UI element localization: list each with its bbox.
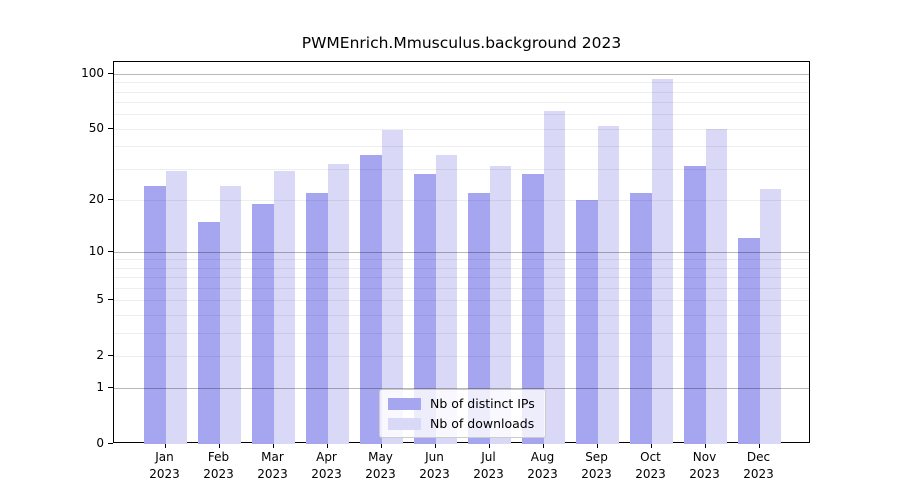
x-tick-oct [650, 443, 652, 448]
bar-distinct-ips-may [360, 154, 382, 444]
y-tick-100 [108, 73, 113, 75]
bar-distinct-ips-jun [414, 174, 436, 444]
legend-label-distinct-ips: Nb of distinct IPs [430, 396, 535, 411]
x-tick-dec [758, 443, 760, 448]
bar-distinct-ips-sep [576, 199, 598, 444]
legend-swatch-distinct-ips [388, 397, 421, 410]
bar-downloads-oct [651, 78, 673, 444]
x-tick-aug [542, 443, 544, 448]
y-tick-10 [108, 250, 113, 252]
x-tick-label-sep: Sep 2023 [581, 450, 612, 481]
bar-downloads-dec [759, 189, 781, 444]
x-tick-label-feb: Feb 2023 [203, 450, 234, 481]
legend-label-downloads: Nb of downloads [430, 416, 535, 431]
y-tick-20 [108, 198, 113, 200]
y-tick-label-20: 20 [88, 191, 104, 206]
x-tick-mar [272, 443, 274, 448]
x-tick-label-may: May 2023 [365, 450, 396, 481]
legend: Nb of distinct IPs Nb of downloads [379, 389, 546, 438]
bar-downloads-jan [165, 171, 187, 444]
bar-downloads-aug [543, 110, 565, 444]
x-tick-label-jul: Jul 2023 [473, 450, 504, 481]
x-tick-label-aug: Aug 2023 [527, 450, 558, 481]
legend-swatch-downloads [388, 417, 421, 430]
bar-distinct-ips-apr [306, 192, 328, 444]
bar-distinct-ips-feb [198, 221, 220, 444]
bar-downloads-mar [273, 171, 295, 444]
bar-downloads-nov [705, 128, 727, 444]
x-tick-jan [164, 443, 166, 448]
y-tick-label-2: 2 [96, 347, 104, 362]
x-tick-label-jun: Jun 2023 [419, 450, 450, 481]
y-tick-0 [108, 443, 113, 444]
minor-gridline [114, 82, 809, 84]
plot-area: Nb of distinct IPs Nb of downloads [113, 61, 810, 444]
x-tick-jun [434, 443, 436, 448]
legend-item-distinct-ips: Nb of distinct IPs [388, 396, 535, 411]
x-tick-sep [596, 443, 598, 448]
bar-distinct-ips-aug [522, 174, 544, 444]
x-tick-feb [218, 443, 220, 448]
x-tick-label-apr: Apr 2023 [311, 450, 342, 481]
y-tick-label-0: 0 [96, 436, 104, 450]
minor-gridline [114, 114, 809, 116]
y-tick-label-5: 5 [96, 292, 104, 307]
bar-downloads-sep [597, 125, 619, 444]
x-tick-label-dec: Dec 2023 [743, 450, 774, 481]
y-tick-label-10: 10 [88, 243, 104, 258]
y-tick-50 [108, 127, 113, 129]
y-tick-label-50: 50 [88, 120, 104, 135]
y-tick-1 [108, 387, 113, 389]
y-tick-5 [108, 299, 113, 301]
bar-downloads-apr [327, 163, 349, 444]
x-tick-nov [704, 443, 706, 448]
legend-item-downloads: Nb of downloads [388, 416, 535, 431]
minor-gridline [114, 102, 809, 104]
x-tick-label-mar: Mar 2023 [257, 450, 288, 481]
minor-gridline [114, 91, 809, 93]
bar-downloads-jul [489, 166, 511, 444]
x-tick-may [380, 443, 382, 448]
y-tick-label-100: 100 [81, 66, 104, 81]
x-tick-label-oct: Oct 2023 [635, 450, 666, 481]
bar-downloads-may [381, 130, 403, 444]
x-tick-label-nov: Nov 2023 [689, 450, 720, 481]
bar-distinct-ips-nov [684, 166, 706, 444]
bar-distinct-ips-dec [738, 238, 760, 444]
bar-downloads-feb [219, 185, 241, 444]
bar-distinct-ips-jan [144, 185, 166, 444]
bar-distinct-ips-oct [630, 192, 652, 444]
bar-downloads-jun [435, 154, 457, 444]
x-tick-apr [326, 443, 328, 448]
y-tick-2 [108, 354, 113, 356]
bar-distinct-ips-mar [252, 203, 274, 444]
major-gridline [114, 74, 809, 76]
x-tick-jul [488, 443, 490, 448]
y-tick-label-1: 1 [96, 380, 104, 395]
x-tick-label-jan: Jan 2023 [149, 450, 180, 481]
bar-distinct-ips-jul [468, 192, 490, 444]
chart-title: PWMEnrich.Mmusculus.background 2023 [301, 34, 622, 52]
